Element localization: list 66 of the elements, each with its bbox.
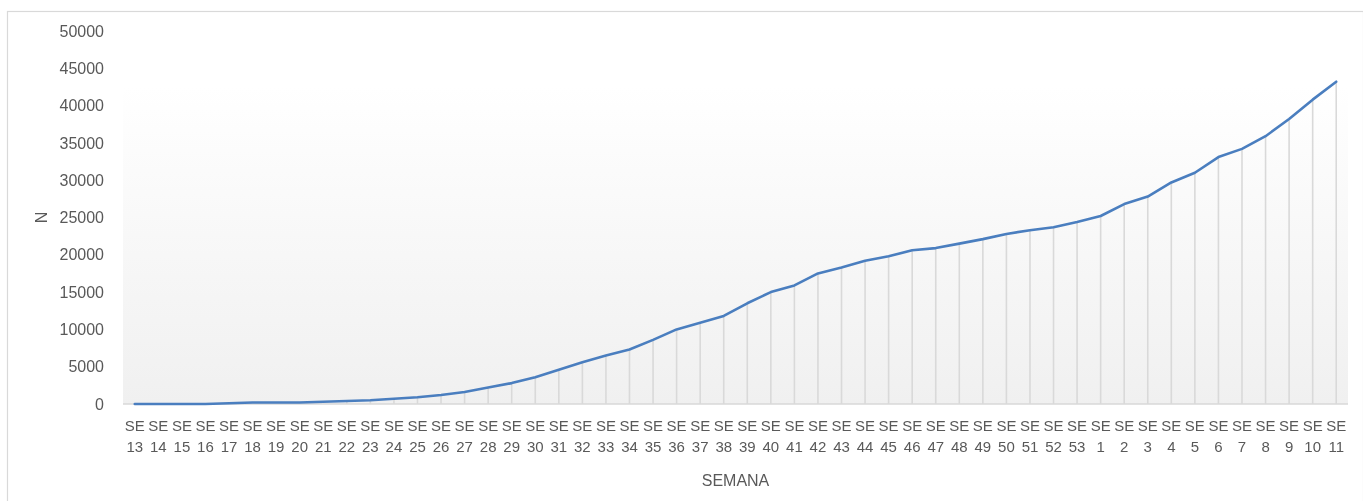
y-tick-label: 25000 bbox=[59, 209, 105, 227]
x-tick-label: SE 18 bbox=[242, 417, 263, 455]
x-tick-label: SE 26 bbox=[431, 417, 452, 455]
x-tick-label: SE 53 bbox=[1067, 417, 1088, 455]
x-tick-label: SE 22 bbox=[336, 417, 357, 455]
x-tick-label: SE 8 bbox=[1255, 417, 1276, 455]
x-tick-label: SE 20 bbox=[289, 417, 310, 455]
x-tick-label: SE 50 bbox=[996, 417, 1017, 455]
x-tick-label: SE 40 bbox=[760, 417, 781, 455]
y-tick-label: 10000 bbox=[59, 321, 105, 338]
x-tick-label: SE 34 bbox=[619, 417, 640, 455]
x-tick-label: SE 19 bbox=[266, 417, 287, 455]
y-tick-label: 15000 bbox=[59, 283, 105, 301]
x-tick-label: SE 10 bbox=[1302, 417, 1323, 455]
y-tick-label: 45000 bbox=[59, 59, 105, 77]
x-tick-label: SE 37 bbox=[690, 417, 711, 455]
x-tick-label: SE 17 bbox=[219, 417, 240, 455]
x-tick-label: SE 48 bbox=[949, 417, 970, 455]
x-tick-label: SE 2 bbox=[1114, 417, 1135, 455]
y-axis-title: N bbox=[33, 211, 50, 224]
x-tick-label: SE 11 bbox=[1326, 417, 1347, 455]
y-tick-label: 30000 bbox=[59, 171, 105, 189]
x-tick-label: SE 29 bbox=[501, 417, 522, 455]
x-tick-label: SE 32 bbox=[572, 417, 593, 455]
x-tick-label: SE 3 bbox=[1137, 417, 1158, 455]
x-tick-label: SE 5 bbox=[1184, 417, 1205, 455]
x-tick-label: SE 39 bbox=[737, 417, 758, 455]
x-axis-title: SEMANA bbox=[701, 472, 770, 489]
x-tick-label: SE 21 bbox=[313, 417, 334, 455]
x-tick-label: SE 47 bbox=[925, 417, 946, 455]
y-tick-label: 20000 bbox=[59, 246, 105, 264]
x-tick-label: SE 14 bbox=[148, 417, 169, 455]
x-tick-label: SE 52 bbox=[1043, 417, 1064, 455]
x-tick-label: SE 35 bbox=[643, 417, 664, 455]
x-tick-label: SE 31 bbox=[548, 417, 569, 455]
y-tick-label: 5000 bbox=[68, 358, 105, 376]
x-tick-label: SE 16 bbox=[195, 417, 216, 455]
x-tick-label: SE 6 bbox=[1208, 417, 1229, 455]
x-tick-label: SE 15 bbox=[171, 417, 192, 455]
x-tick-label: SE 46 bbox=[902, 417, 923, 455]
y-tick-label: 50000 bbox=[59, 22, 105, 40]
x-tick-label: SE 44 bbox=[855, 417, 876, 455]
x-tick-label: SE 25 bbox=[407, 417, 428, 455]
y-tick-label: 35000 bbox=[59, 134, 105, 152]
y-tick-label: 0 bbox=[95, 395, 105, 413]
x-tick-label: SE 36 bbox=[666, 417, 687, 455]
line-series bbox=[133, 80, 1338, 406]
x-tick-label: SE 13 bbox=[124, 417, 145, 455]
x-tick-label: SE 4 bbox=[1161, 417, 1182, 455]
x-tick-label: SE 24 bbox=[383, 417, 404, 455]
x-tick-label: SE 9 bbox=[1279, 417, 1300, 455]
x-tick-label: SE 38 bbox=[713, 417, 734, 455]
x-tick-label: SE 7 bbox=[1231, 417, 1252, 455]
x-tick-label: SE 43 bbox=[831, 417, 852, 455]
x-tick-label: SE 45 bbox=[878, 417, 899, 455]
x-tick-label: SE 41 bbox=[784, 417, 805, 455]
x-tick-label: SE 30 bbox=[525, 417, 546, 455]
x-tick-label: SE 28 bbox=[478, 417, 499, 455]
x-tick-label: SE 51 bbox=[1019, 417, 1040, 455]
x-tick-label: SE 23 bbox=[360, 417, 381, 455]
x-tick-label: SE 49 bbox=[972, 417, 993, 455]
x-tick-label: SE 27 bbox=[454, 417, 475, 455]
x-tick-label: SE 33 bbox=[595, 417, 616, 455]
x-tick-label: SE 1 bbox=[1090, 417, 1111, 455]
y-tick-label: 40000 bbox=[59, 97, 105, 115]
x-tick-label: SE 42 bbox=[807, 417, 828, 455]
